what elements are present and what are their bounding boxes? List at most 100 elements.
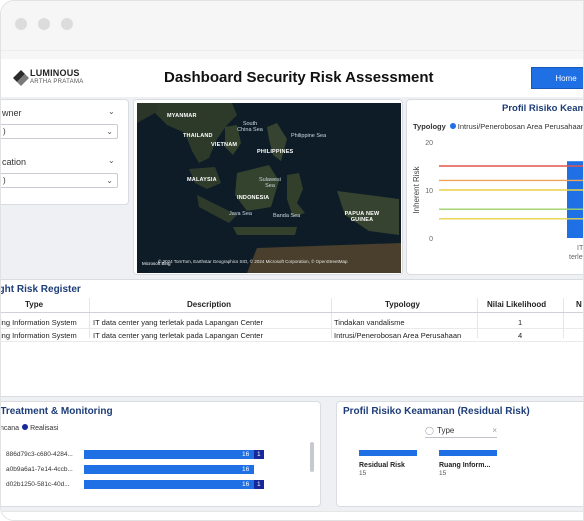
- rencana-bar[interactable]: [84, 450, 254, 459]
- chevron-down-icon[interactable]: ⌄: [108, 107, 115, 116]
- column-divider: [477, 298, 478, 338]
- column-divider: [331, 298, 332, 338]
- row1-likelihood: 1: [518, 318, 523, 327]
- owner-filter-select[interactable]: ) ⌄: [1, 124, 118, 139]
- location-filter-select[interactable]: ) ⌄: [1, 173, 118, 188]
- logo-name: LUMINOUS: [30, 68, 80, 78]
- x-category-label: terleta: [569, 254, 584, 261]
- owner-filter-value: ): [3, 127, 6, 136]
- column-header-likelihood[interactable]: Nilai Likelihood: [487, 300, 547, 309]
- column-header-description[interactable]: Description: [187, 300, 232, 309]
- inherent-bar: [567, 161, 583, 238]
- y-tick-label: 10: [425, 188, 433, 195]
- node-bar: [439, 450, 497, 456]
- tree-node-residual[interactable]: Residual Risk 15: [359, 450, 417, 477]
- treatment-scrollbar[interactable]: [310, 442, 314, 472]
- residual-title: Profil Risiko Keamanan (Residual Risk): [343, 406, 530, 417]
- node-value: 15: [439, 470, 447, 477]
- realisasi-value: 1: [257, 481, 261, 488]
- report-header: LUMINOUS ARTHA PRATAMA Dashboard Securit…: [1, 59, 583, 97]
- chevron-down-icon: ⌄: [106, 176, 113, 185]
- page-title: Dashboard Security Risk Assessment: [164, 69, 434, 86]
- row2-type: ing Information System: [1, 331, 77, 340]
- chevron-down-icon[interactable]: ⌄: [108, 156, 115, 165]
- treatment-category: a0b9a6a1-7e14-4ccb...: [6, 466, 73, 473]
- legend-title: Typology: [413, 122, 446, 131]
- realisasi-value: 1: [257, 451, 261, 458]
- realisasi-bar[interactable]: [254, 480, 264, 489]
- treatment-legend: ncana Realisasi: [0, 424, 59, 432]
- map-label-vietnam: VIETNAM: [211, 142, 238, 148]
- rencana-bar[interactable]: [84, 465, 254, 474]
- x-category-label: IT d: [577, 245, 584, 252]
- search-text: Type: [437, 426, 455, 435]
- residual-risk-tree[interactable]: Profil Risiko Keamanan (Residual Risk) ◯…: [336, 401, 583, 507]
- map-label-papua: PAPUA NEW GUINEA: [344, 211, 380, 223]
- map-label-thailand: THAILAND: [183, 133, 213, 139]
- row-divider: [1, 328, 583, 329]
- column-divider: [563, 298, 564, 338]
- header-divider: [1, 312, 583, 313]
- row2-description: IT data center yang terletak pada Lapang…: [93, 331, 263, 340]
- window-bottom: [1, 511, 583, 520]
- rencana-bar[interactable]: [84, 480, 254, 489]
- y-tick-label: 0: [429, 236, 433, 243]
- map-credit: © 2024 TomTom, Earthstar Geographics SIO…: [158, 259, 348, 264]
- y-axis-label: Inherent Risk: [412, 165, 421, 213]
- map-label-malaysia: MALAYSIA: [187, 177, 217, 183]
- legend-realisasi[interactable]: Realisasi: [30, 425, 59, 432]
- close-window-dot[interactable]: [15, 18, 27, 30]
- map-label-sulawesi-sea: Sulawesi Sea: [258, 177, 281, 189]
- location-filter-label: cation: [2, 157, 27, 167]
- legend-item[interactable]: Intrusi/Penerobosan Area Perusahaan: [457, 122, 584, 131]
- column-divider: [89, 298, 90, 338]
- map-label-indonesia: INDONESIA: [237, 195, 270, 201]
- inherent-plot: Inherent Risk 0 10 20 IT d terleta: [412, 140, 584, 261]
- treatment-category: d02b1250-581c-40d...: [6, 481, 70, 488]
- tree-node-ruang[interactable]: Ruang Inform... 15: [439, 450, 497, 477]
- chevron-down-icon: ⌄: [106, 127, 113, 136]
- map-label-banda-sea: Banda Sea: [273, 213, 301, 219]
- rencana-value: 16: [242, 466, 250, 473]
- legend-dot-icon: [22, 424, 29, 430]
- inherent-legend: Typology Intrusi/Penerobosan Area Perusah…: [413, 122, 584, 131]
- row1-type: ing Information System: [1, 318, 77, 327]
- bing-logo: Microsoft Bing: [142, 261, 171, 266]
- node-label: Ruang Inform...: [439, 462, 491, 469]
- risk-register-table: light Risk Register Type Description Typ…: [1, 279, 583, 397]
- column-header-next[interactable]: N: [576, 300, 582, 309]
- minimize-window-dot[interactable]: [38, 18, 50, 30]
- map-label-java-sea: Java Sea: [229, 211, 252, 217]
- row1-description: IT data center yang terletak pada Lapang…: [93, 318, 263, 327]
- map-label-philippines: PHILIPPINES: [257, 149, 294, 155]
- row-divider: [1, 341, 583, 342]
- map-label-south-china-sea: South China Sea: [237, 121, 263, 133]
- satellite-map[interactable]: MYANMAR THAILAND VIETNAM PHILIPPINES MAL…: [137, 103, 401, 273]
- type-search-input[interactable]: ◯ Type ×: [425, 426, 497, 438]
- column-header-typology[interactable]: Typology: [385, 300, 420, 309]
- map-label-philippine-sea: Philippine Sea: [291, 133, 327, 139]
- node-label: Residual Risk: [359, 462, 405, 469]
- legend-rencana[interactable]: ncana: [0, 425, 20, 432]
- logo-subname: ARTHA PRATAMA: [30, 79, 84, 85]
- row2-typology: Intrusi/Penerobosan Area Perusahaan: [334, 331, 462, 340]
- home-button[interactable]: Home: [531, 67, 583, 89]
- node-bar: [359, 450, 417, 456]
- company-logo: LUMINOUS ARTHA PRATAMA: [11, 66, 111, 92]
- column-header-type[interactable]: Type: [25, 300, 44, 309]
- map-label-myanmar: MYANMAR: [167, 113, 197, 119]
- maximize-window-dot[interactable]: [61, 18, 73, 30]
- close-icon[interactable]: ×: [492, 426, 497, 435]
- realisasi-bar[interactable]: [254, 450, 264, 459]
- register-title: light Risk Register: [1, 284, 81, 295]
- owner-filter-label: wner: [2, 108, 22, 118]
- map-visual[interactable]: MYANMAR THAILAND VIETNAM PHILIPPINES MAL…: [133, 99, 403, 275]
- inherent-risk-chart[interactable]: Profil Risiko Keamanan (Inherent Risk) T…: [406, 99, 584, 275]
- map-landmass: [137, 103, 401, 273]
- location-filter-value: ): [3, 176, 6, 185]
- treatment-monitoring-chart[interactable]: k Treatment & Monitoring ncana Realisasi …: [0, 401, 321, 507]
- y-tick-label: 20: [425, 140, 433, 147]
- treatment-category: 886d79c3-c680-4284...: [6, 451, 73, 458]
- treatment-title: k Treatment & Monitoring: [0, 406, 113, 417]
